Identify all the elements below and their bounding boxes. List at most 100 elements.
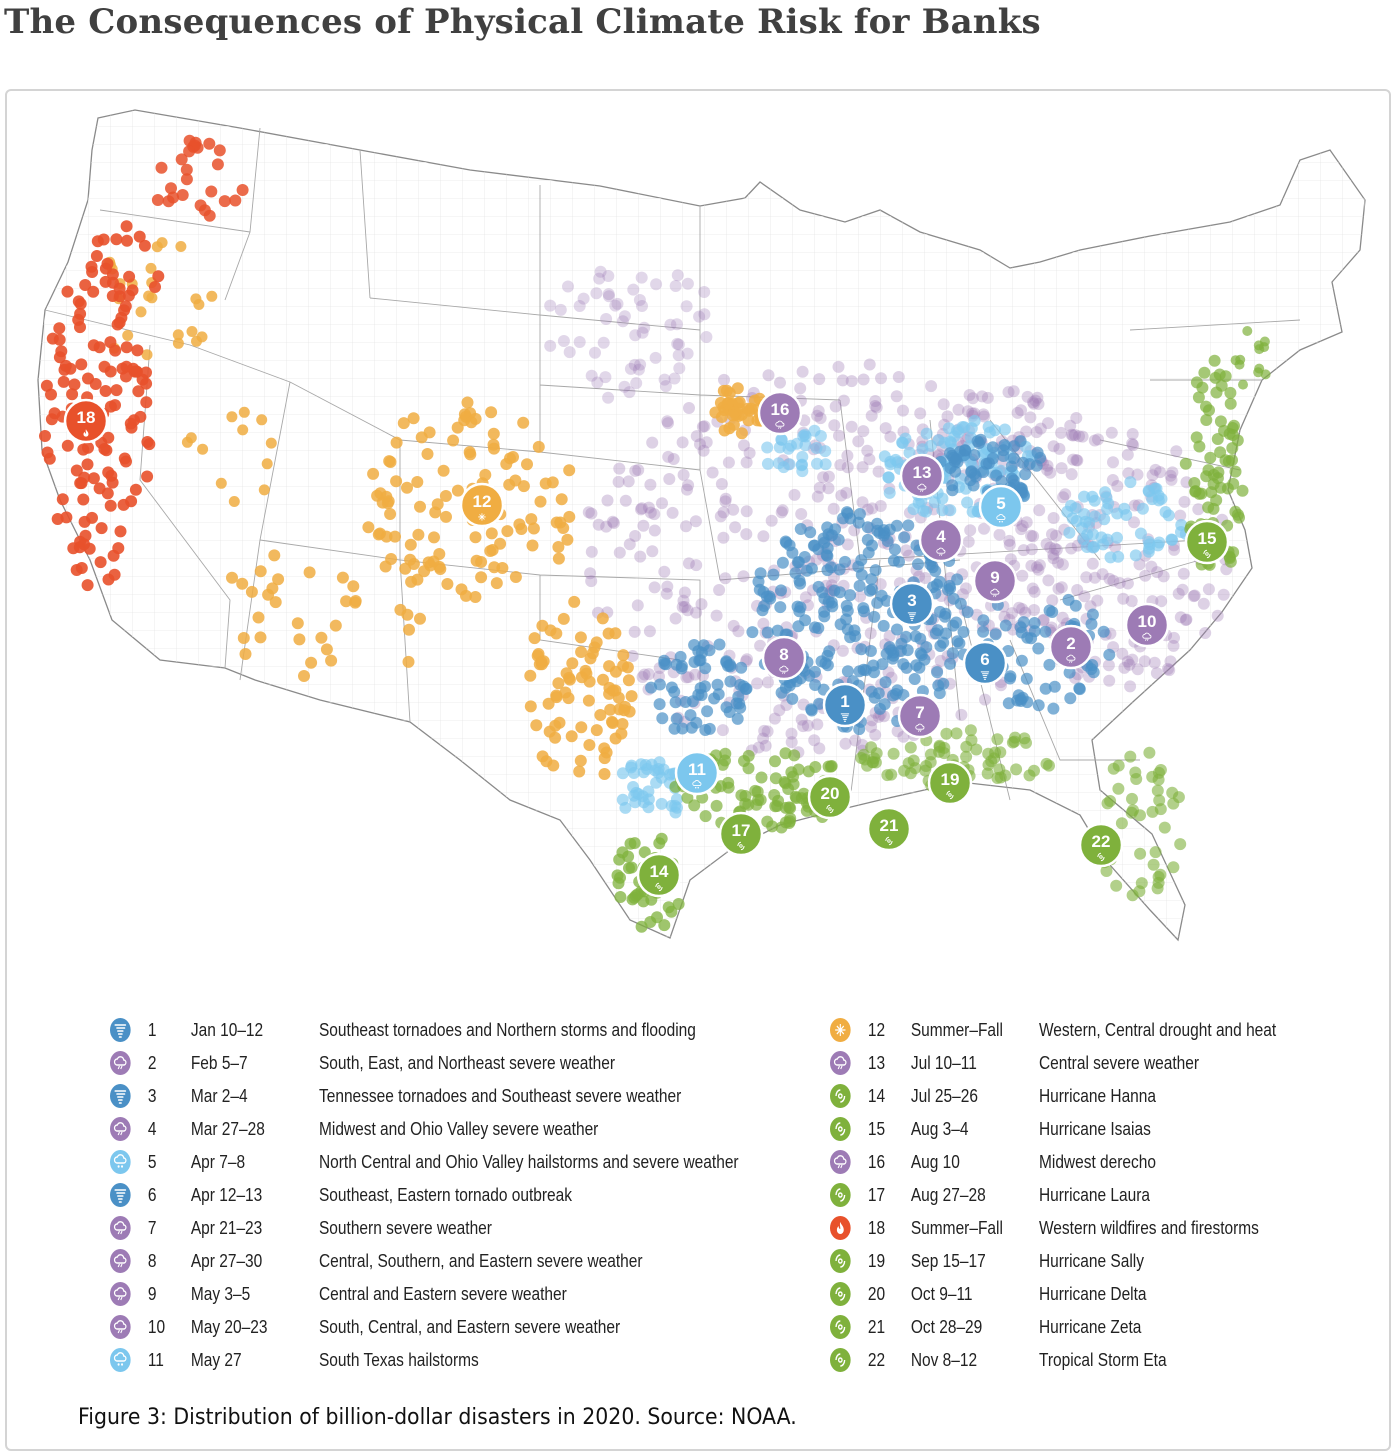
event-marker-8[interactable]: 8: [761, 635, 807, 681]
severe-weather-location-dot: [664, 318, 677, 331]
tornado-location-dot: [876, 658, 889, 671]
legend-description: Midwest and Ohio Valley severe weather: [318, 1119, 599, 1139]
drought-location-dot: [293, 633, 306, 646]
event-marker-16[interactable]: 16: [757, 390, 803, 436]
severe-weather-location-dot: [627, 283, 640, 296]
event-marker-13[interactable]: 13: [899, 453, 945, 499]
wildfire-location-dot: [143, 438, 156, 451]
tornado-location-dot: [791, 556, 804, 569]
event-marker-11[interactable]: 11: [674, 750, 720, 796]
severe-weather-location-dot: [841, 538, 854, 551]
legend-description: Western, Central drought and heat: [1038, 1020, 1277, 1040]
severe-weather-location-dot: [656, 497, 668, 510]
event-marker-number: 11: [688, 760, 706, 779]
hail-location-dot: [1162, 509, 1175, 522]
event-marker-18[interactable]: 18: [63, 398, 109, 444]
severe-weather-location-dot: [681, 347, 694, 360]
event-marker-5[interactable]: 5: [978, 484, 1024, 530]
event-marker-15[interactable]: 15: [1184, 519, 1230, 565]
tropical-cyclone-location-dot: [970, 743, 983, 756]
severe-weather-location-dot: [1151, 566, 1164, 579]
severe-weather-location-dot: [955, 708, 968, 721]
drought-location-dot: [215, 477, 227, 489]
event-marker-6[interactable]: 6: [962, 640, 1008, 686]
severe-weather-location-dot: [672, 338, 685, 351]
tornado-location-dot: [937, 677, 950, 690]
event-marker-12[interactable]: 12: [459, 482, 505, 528]
tornado-location-dot: [1097, 625, 1110, 638]
severe-weather-location-dot: [602, 288, 615, 301]
severe-weather-location-dot: [937, 398, 950, 411]
storm-cloud-icon: [990, 588, 1000, 597]
event-marker-21[interactable]: 21: [866, 806, 912, 852]
tropical-cyclone-location-dot: [672, 898, 685, 910]
tornado-location-dot: [967, 479, 980, 492]
tornado-location-dot: [821, 521, 834, 534]
wildfire-location-dot: [91, 235, 104, 248]
drought-location-dot: [439, 490, 452, 502]
hail-location-dot: [1111, 531, 1123, 544]
tornado-location-dot: [879, 676, 892, 689]
event-marker-20[interactable]: 20: [807, 774, 853, 820]
severe-weather-location-dot: [1047, 548, 1060, 561]
legend-number: 9: [147, 1284, 157, 1304]
tornado-location-dot: [760, 590, 773, 603]
wildfire-location-dot: [98, 443, 111, 455]
severe-weather-location-dot: [658, 373, 671, 386]
event-marker-17[interactable]: 17: [718, 811, 764, 857]
drought-location-dot: [563, 510, 576, 523]
event-marker-14[interactable]: 14: [636, 852, 682, 898]
event-marker-9[interactable]: 9: [972, 558, 1018, 604]
severe-weather-location-dot: [817, 471, 830, 484]
severe-weather-location-dot: [1055, 426, 1068, 439]
severe-weather-location-dot: [1078, 590, 1091, 603]
drought-location-dot: [239, 648, 252, 660]
tropical-cyclone-location-dot: [1234, 359, 1245, 370]
severe-weather-location-dot: [857, 373, 870, 386]
severe-weather-location-dot: [857, 425, 870, 438]
wildfire-location-dot: [118, 452, 131, 465]
severe-weather-location-dot: [822, 482, 835, 495]
severe-weather-location-dot: [812, 405, 825, 417]
wildfire-location-dot: [151, 194, 164, 206]
tropical-cyclone-location-dot: [662, 901, 675, 914]
wildfire-location-dot: [140, 377, 153, 390]
severe-weather-location-dot: [727, 503, 740, 516]
severe-weather-location-dot: [774, 376, 786, 389]
wildfire-location-dot: [81, 458, 94, 471]
tropical-cyclone-location-dot: [787, 770, 799, 783]
wildfire-location-dot: [57, 375, 70, 388]
drought-location-dot: [604, 703, 617, 716]
drought-location-dot: [554, 516, 567, 529]
severe-weather-location-dot: [676, 436, 689, 449]
legend-number: 22: [867, 1350, 886, 1370]
drought-location-dot: [500, 458, 513, 470]
tornado-location-dot: [868, 666, 880, 679]
drought-location-dot: [552, 541, 565, 553]
tropical-cyclone-location-dot: [783, 817, 796, 829]
severe-weather-location-dot: [925, 380, 938, 393]
event-marker-7[interactable]: 7: [897, 693, 943, 739]
severe-weather-location-dot: [680, 300, 693, 313]
legend-number: 4: [147, 1119, 157, 1139]
event-marker-1[interactable]: 1: [822, 682, 868, 728]
tornado-location-dot: [732, 690, 745, 703]
storm-cloud-icon: [110, 1216, 131, 1240]
event-marker-2[interactable]: 2: [1048, 624, 1094, 670]
event-marker-19[interactable]: 19: [927, 760, 973, 806]
tropical-cyclone-location-dot: [1213, 368, 1226, 381]
severe-weather-location-dot: [1165, 473, 1178, 486]
severe-weather-location-dot: [1020, 516, 1033, 529]
event-marker-number: 19: [941, 770, 960, 789]
event-marker-22[interactable]: 22: [1078, 822, 1124, 868]
event-marker-10[interactable]: 10: [1124, 602, 1170, 648]
severe-weather-location-dot: [590, 287, 603, 300]
severe-weather-location-dot: [597, 336, 610, 349]
severe-weather-location-dot: [776, 504, 789, 517]
severe-weather-location-dot: [960, 582, 972, 595]
tornado-location-dot: [868, 610, 881, 623]
hail-location-dot: [814, 430, 827, 442]
event-marker-3[interactable]: 3: [889, 581, 935, 627]
event-marker-4[interactable]: 4: [918, 517, 964, 563]
drought-location-dot: [407, 412, 420, 425]
